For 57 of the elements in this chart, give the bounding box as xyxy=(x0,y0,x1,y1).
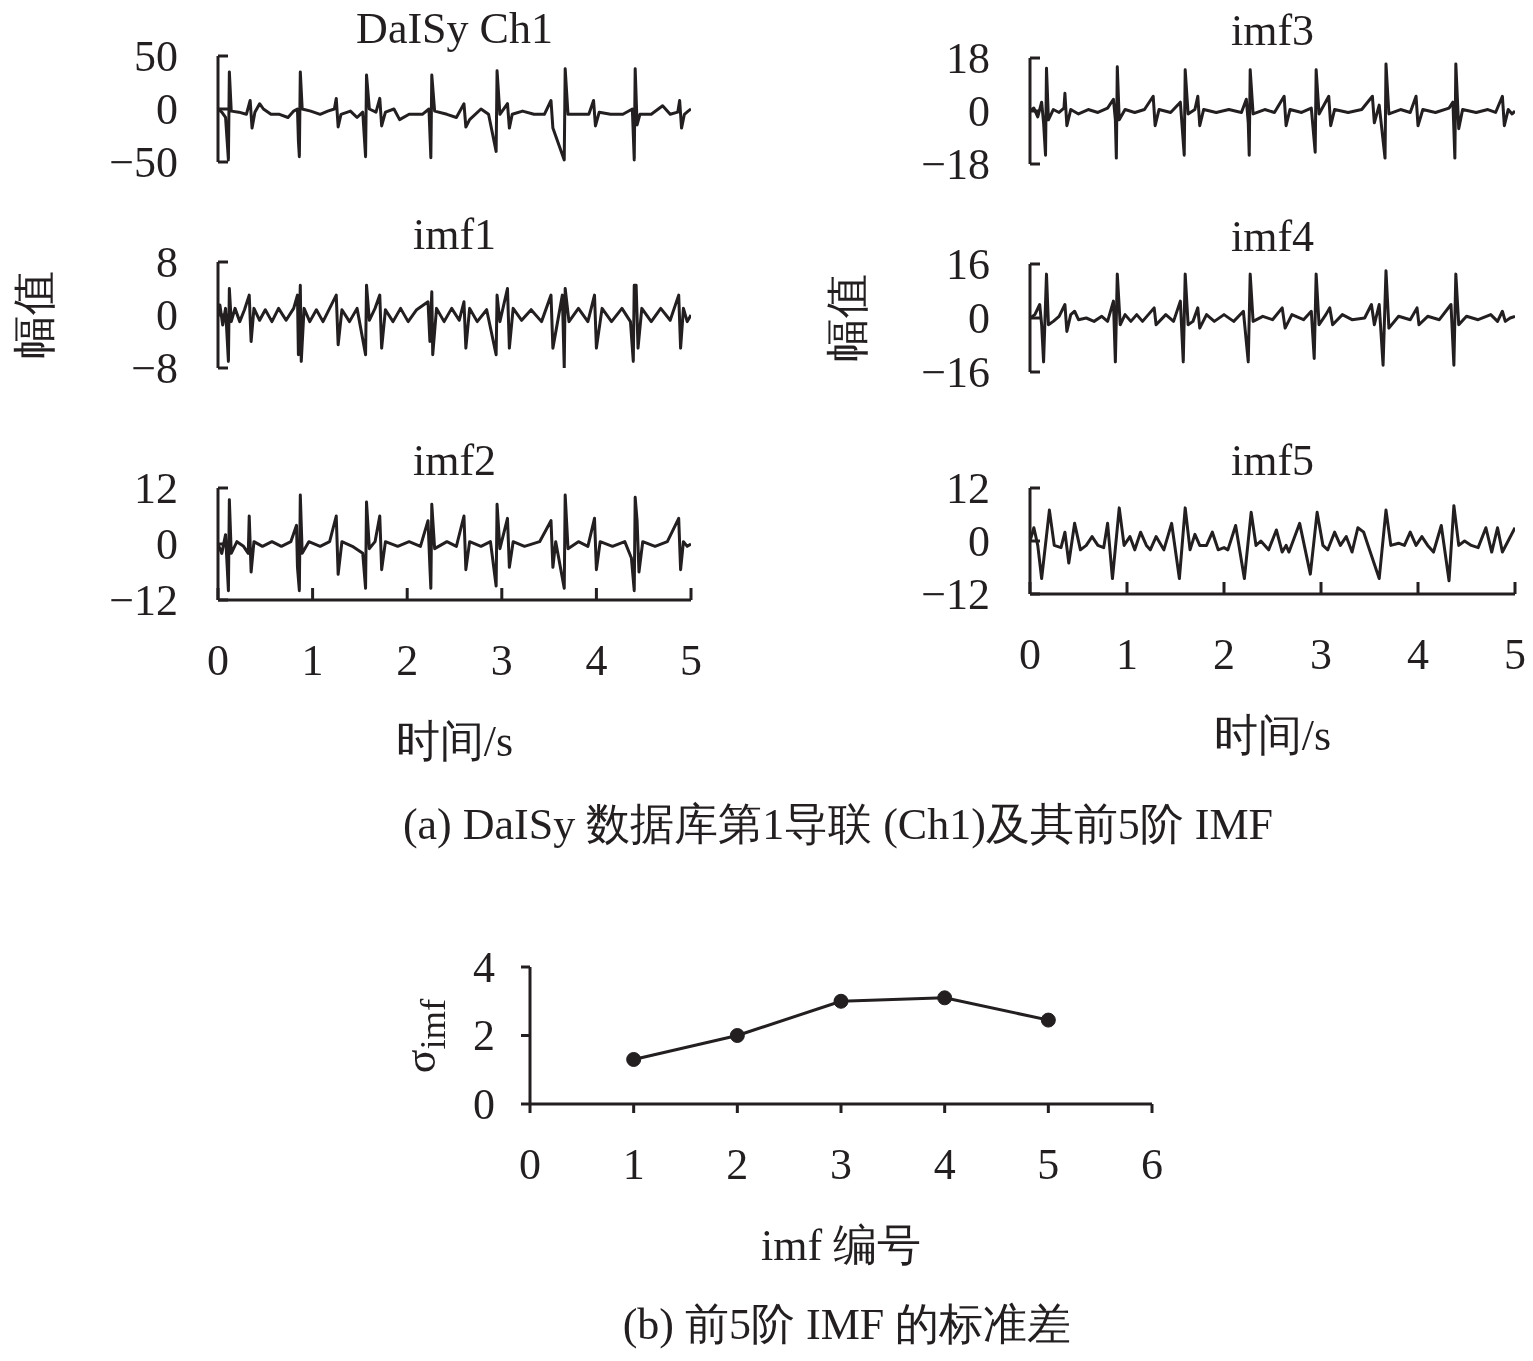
y-tick-label: 2 xyxy=(473,1011,495,1060)
point xyxy=(729,1028,745,1043)
y-tick-label: 0 xyxy=(156,290,178,340)
point xyxy=(937,990,953,1006)
point xyxy=(1040,1012,1056,1028)
x-tick-label: 3 xyxy=(1310,629,1332,679)
x-tick-label: 3 xyxy=(490,635,513,685)
point xyxy=(833,993,849,1009)
y-tick-label: 18 xyxy=(946,33,990,83)
x-tick-label: 0 xyxy=(1019,629,1041,679)
x-tick-label: 4 xyxy=(1407,629,1429,679)
y-tick-label: 12 xyxy=(946,463,990,513)
x-tick-label: 0 xyxy=(207,635,229,685)
x-axis-title: imf 编号 xyxy=(760,1221,922,1270)
x-axis-title: 时间/s xyxy=(1213,711,1332,760)
y-tick-label: 50 xyxy=(134,31,178,81)
y-tick-label: −18 xyxy=(921,139,990,189)
x-tick-label: 1 xyxy=(622,1139,645,1189)
text: (a) DaISy 数据库第1导联 (Ch1)及其前5阶 IMF xyxy=(402,800,1274,849)
x-tick-label: 5 xyxy=(680,635,702,685)
y-tick-label: 0 xyxy=(968,293,990,343)
y-tick-label: 0 xyxy=(156,519,178,569)
x-tick-label: 5 xyxy=(1037,1139,1060,1189)
y-axis-title: 幅值 xyxy=(10,271,59,359)
x-tick-label: 0 xyxy=(519,1139,541,1189)
y-tick-label: 4 xyxy=(473,942,495,992)
chart-title: imf3 xyxy=(1230,6,1315,55)
x-tick-label: 4 xyxy=(585,635,608,685)
point xyxy=(626,1051,642,1067)
chart-title: imf2 xyxy=(412,436,497,485)
x-tick-label: 6 xyxy=(1141,1139,1163,1189)
chart-title: DaISy Ch1 xyxy=(356,4,553,53)
x-tick-label: 3 xyxy=(830,1139,852,1189)
y-tick-label: −12 xyxy=(109,575,178,625)
x-tick-label: 1 xyxy=(301,635,324,685)
y-axis-title: 幅值 xyxy=(823,274,872,362)
y-tick-label: −16 xyxy=(921,347,990,397)
y-tick-label: −50 xyxy=(109,137,178,187)
y-tick-label: 0 xyxy=(156,84,178,134)
y-tick-label: 12 xyxy=(134,463,178,513)
chart-title: imf5 xyxy=(1230,436,1315,485)
text: (b) 前5阶 IMF 的标准差 xyxy=(622,1300,1072,1349)
chart-title: imf4 xyxy=(1230,212,1315,261)
y-tick-label: −12 xyxy=(921,569,990,619)
y-tick-label: 8 xyxy=(156,237,178,287)
y-tick-label: 0 xyxy=(968,516,990,566)
x-tick-label: 5 xyxy=(1504,629,1526,679)
chart-title: imf1 xyxy=(412,210,497,259)
x-tick-label: 2 xyxy=(1213,629,1235,679)
y-tick-label: 0 xyxy=(968,86,990,136)
x-tick-label: 2 xyxy=(396,635,419,685)
x-tick-label: 1 xyxy=(1116,629,1138,679)
y-tick-label: 0 xyxy=(473,1079,495,1129)
x-axis-title: 时间/s xyxy=(395,717,514,766)
y-tick-label: 16 xyxy=(946,239,990,289)
y-tick-label: −8 xyxy=(131,343,178,393)
x-tick-label: 2 xyxy=(726,1139,749,1189)
